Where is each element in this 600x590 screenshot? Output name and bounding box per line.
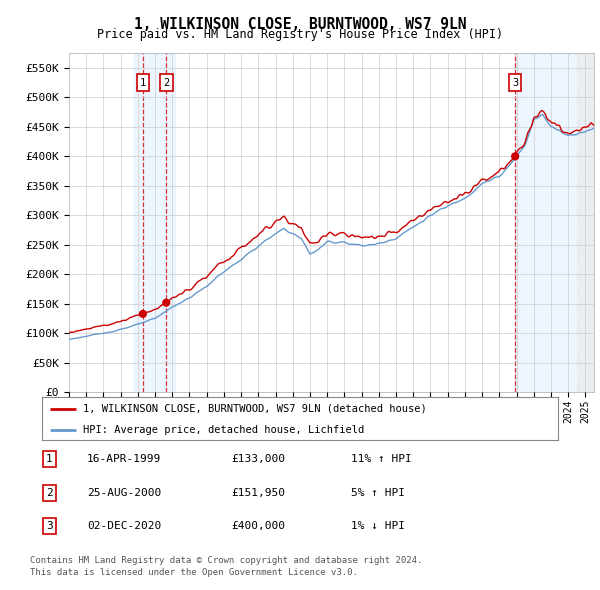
Text: 1: 1: [140, 78, 146, 87]
Text: 1, WILKINSON CLOSE, BURNTWOOD, WS7 9LN: 1, WILKINSON CLOSE, BURNTWOOD, WS7 9LN: [134, 17, 466, 31]
Text: 2: 2: [46, 488, 53, 497]
Text: 16-APR-1999: 16-APR-1999: [87, 454, 161, 464]
Text: HPI: Average price, detached house, Lichfield: HPI: Average price, detached house, Lich…: [83, 425, 365, 435]
Point: [511, 152, 520, 161]
Text: 2: 2: [163, 78, 169, 87]
Bar: [577, 53, 594, 392]
Text: 25-AUG-2000: 25-AUG-2000: [87, 488, 161, 497]
Bar: [134, 53, 175, 392]
Text: £133,000: £133,000: [231, 454, 285, 464]
Point: [138, 309, 148, 319]
Text: £151,950: £151,950: [231, 488, 285, 497]
Text: This data is licensed under the Open Government Licence v3.0.: This data is licensed under the Open Gov…: [30, 568, 358, 577]
Text: 02-DEC-2020: 02-DEC-2020: [87, 522, 161, 531]
Text: 3: 3: [512, 78, 518, 87]
Bar: [515, 53, 594, 392]
Text: Price paid vs. HM Land Registry's House Price Index (HPI): Price paid vs. HM Land Registry's House …: [97, 28, 503, 41]
Text: 11% ↑ HPI: 11% ↑ HPI: [351, 454, 412, 464]
Text: 3: 3: [46, 522, 53, 531]
Text: £400,000: £400,000: [231, 522, 285, 531]
Text: Contains HM Land Registry data © Crown copyright and database right 2024.: Contains HM Land Registry data © Crown c…: [30, 556, 422, 565]
Text: 1% ↓ HPI: 1% ↓ HPI: [351, 522, 405, 531]
Text: 1: 1: [46, 454, 53, 464]
Text: 5% ↑ HPI: 5% ↑ HPI: [351, 488, 405, 497]
Text: 1, WILKINSON CLOSE, BURNTWOOD, WS7 9LN (detached house): 1, WILKINSON CLOSE, BURNTWOOD, WS7 9LN (…: [83, 404, 427, 414]
Point: [161, 298, 171, 307]
